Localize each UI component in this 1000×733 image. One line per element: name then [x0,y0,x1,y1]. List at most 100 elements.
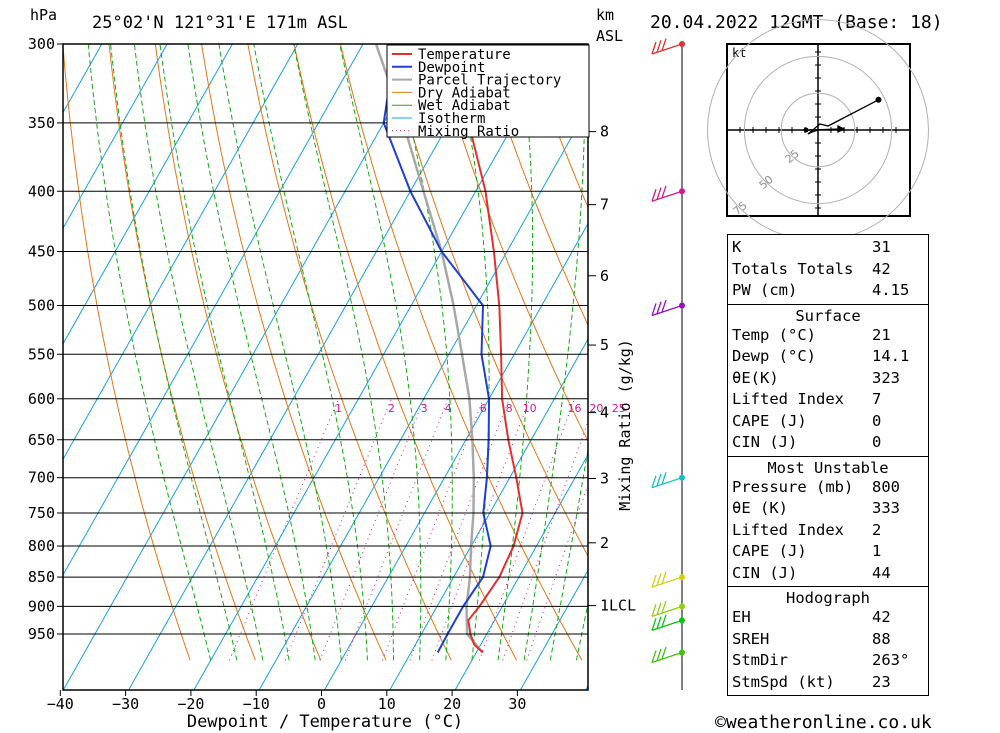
dry-adiabat-line [108,44,256,661]
legend-label: Isotherm [418,111,485,127]
isotherm-line [63,44,364,576]
index-label: EH [732,608,751,626]
indices-panel: K 31 Totals Totals 42 PW (cm) 4.15 Surface Te… [727,234,929,696]
index-value: 7 [872,390,882,408]
temperature-tick-label: 30 [508,695,526,713]
index-value: 0 [872,433,882,451]
index-label: PW (cm) [732,281,798,299]
hodograph-ring [780,92,856,168]
isotherm-line [128,44,495,690]
mixing-ratio-line [284,398,392,661]
mixing-ratio-label: 2 [388,402,395,415]
mixing-ratio-label: 8 [506,402,513,415]
mixing-ratio-label: 1 [335,402,342,415]
index-row: Dewp (°C) 14.1 [732,346,924,368]
km-tick-label: 7 [600,196,609,214]
index-value: 0 [872,411,882,430]
isotherm-line [63,44,429,690]
mixing-ratio-label: 6 [480,402,487,415]
index-label: Lifted Index [732,390,844,408]
km-tick-label: 1LCL [600,597,636,615]
legend-label: Wet Adiabat [418,98,511,114]
isotherm-line [63,44,233,345]
index-row: CIN (J) 44 [732,563,924,585]
pressure-tick-label: 850 [28,568,55,586]
pressure-tick-label: 400 [28,182,55,200]
index-value: 1 [872,542,882,560]
temperature-tick-label: 10 [378,695,396,713]
wet-adiabat-line [87,44,212,661]
index-row: K 31 [732,237,924,259]
pressure-unit-label: hPa [30,6,57,24]
index-value: 31 [872,238,891,256]
pressure-tick-label: 900 [28,597,55,615]
location-title: 25°02'N 121°31'E 171m ASL [92,13,348,33]
pressure-tick-label: 550 [28,345,55,363]
wet-adiabat-line [187,44,316,661]
isotherm-line [0,44,36,690]
km-tick-label: 8 [600,123,609,141]
datetime-title: 20.04.2022 12GMT (Base: 18) [650,12,943,33]
axes: 1 2 3 4 6 8 10 16 20 2530035040045050055060065070… [28,35,636,713]
pressure-tick-label: 350 [28,114,55,132]
index-row: CAPE (J) 1 [732,541,924,563]
pressure-tick-label: 750 [28,504,55,522]
pressure-tick-label: 950 [28,625,55,643]
wind-barb [651,185,683,202]
isotherm-line [519,569,588,690]
index-row: θE (K) 333 [732,498,924,520]
pressure-tick-label: 300 [28,35,55,53]
wet-adiabat-line [523,44,586,661]
wet-adiabat-line [159,44,290,661]
hodograph-trace [807,99,879,135]
km-tick-label: 2 [600,534,609,552]
mixing-ratio-line [319,398,425,661]
isotherm-line [63,44,103,114]
indices-general: K 31 Totals Totals 42 PW (cm) 4.15 [728,235,928,304]
index-row: StmSpd (kt) 23 [732,672,924,694]
index-value: 800 [872,477,900,496]
wind-barbs [651,38,685,664]
km-tick-label: 4 [600,404,609,422]
legend-label: Dry Adiabat [418,85,511,101]
index-value: 323 [872,368,900,387]
index-label: Totals Totals [732,259,854,278]
pressure-tick-label: 600 [28,390,55,408]
pressure-tick-label: 800 [28,537,55,555]
index-label: CIN (J) [732,433,798,451]
pressure-tick-label: 650 [28,431,55,449]
index-label: Dewp (°C) [732,347,816,365]
index-label: θE (K) [732,499,788,517]
temperature-tick-label: 20 [443,695,461,713]
temperature-tick-label: −30 [112,695,139,713]
index-row: CAPE (J) 0 [732,411,924,433]
indices-most-unstable: Most Unstable Pressure (mb) 800 θE (K) 333 L… [728,455,928,587]
storm-origin-dot [803,127,809,133]
index-row: EH 42 [732,607,924,629]
dry-adiabat-line [978,27,1000,661]
wet-adiabat-line [497,44,534,661]
hodograph-title: Hodograph [786,589,870,607]
wind-barb [651,646,683,664]
index-label: SREH [732,629,770,648]
mixing-ratio-label: 25 [612,402,626,415]
dry-adiabat-line [339,44,583,661]
index-label: CAPE (J) [732,542,807,560]
temperature-tick-label: −40 [47,695,74,713]
wind-barb [651,299,683,317]
wet-adiabat-line [549,446,588,661]
wet-adiabat-line [575,600,588,661]
dry-adiabat-line [63,44,191,661]
asl-unit-label: ASL [596,27,623,45]
index-value: 23 [872,672,891,691]
surface-title: Surface [795,306,861,325]
dry-adiabat-line [386,44,588,558]
dry-adiabat-line [154,44,322,661]
dry-adiabat-line [932,27,1000,661]
index-row: CIN (J) 0 [732,432,924,454]
pressure-tick-label: 450 [28,243,55,261]
index-label: StmSpd (kt) [732,672,835,691]
index-value: 333 [872,499,900,517]
hodograph-end-dot [875,96,882,103]
